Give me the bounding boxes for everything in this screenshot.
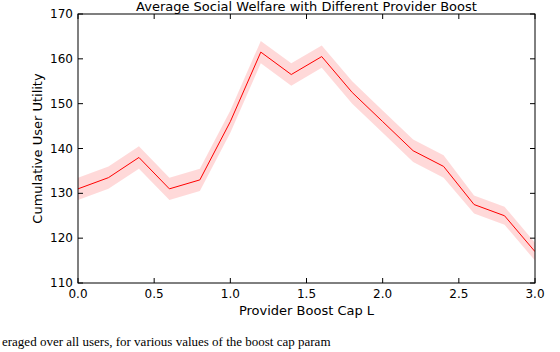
y-tick-label: 130: [50, 186, 73, 200]
y-tick: [530, 148, 535, 149]
y-tick: [78, 148, 83, 149]
y-tick: [530, 58, 535, 59]
y-tick: [78, 193, 83, 194]
error-band: [78, 41, 535, 261]
x-tick: [154, 14, 155, 19]
x-tick: [78, 278, 79, 283]
plot-area: [78, 41, 535, 261]
y-tick: [530, 14, 535, 15]
x-tick: [306, 14, 307, 19]
x-tick-label: 0.5: [145, 287, 164, 301]
title: Average Social Welfare with Different Pr…: [136, 0, 477, 14]
y-tick-label: 150: [50, 97, 73, 111]
x-tick: [230, 14, 231, 19]
x-tick: [78, 14, 79, 19]
y-tick: [78, 103, 83, 104]
y-tick: [530, 103, 535, 104]
y-tick-label: 120: [50, 231, 73, 245]
y-tick: [530, 238, 535, 239]
x-axis-label: Provider Boost Cap L: [239, 303, 375, 318]
y-tick: [78, 58, 83, 59]
x-tick: [154, 278, 155, 283]
y-axis-label: Cumulative User Utility: [30, 73, 45, 224]
caption: eraged over all users, for various value…: [2, 334, 331, 349]
x-tick: [458, 278, 459, 283]
x-tick: [382, 278, 383, 283]
x-tick: [230, 278, 231, 283]
y-tick: [78, 14, 83, 15]
x-tick: [382, 14, 383, 19]
x-tick: [306, 278, 307, 283]
y-tick-label: 110: [50, 276, 73, 290]
x-tick: [535, 278, 536, 283]
x-tick-label: 3.0: [525, 287, 544, 301]
x-tick-label: 1.5: [297, 287, 316, 301]
line: [78, 52, 535, 252]
y-tick: [530, 193, 535, 194]
x-tick-label: 2.5: [449, 287, 468, 301]
x-tick-label: 1.0: [221, 287, 240, 301]
y-tick: [530, 283, 535, 284]
x-tick-label: 2.0: [373, 287, 392, 301]
y-tick: [78, 238, 83, 239]
x-tick: [535, 14, 536, 19]
y-tick-label: 170: [50, 7, 73, 21]
plot-frame: [78, 14, 535, 283]
y-tick-label: 160: [50, 52, 73, 66]
y-tick-label: 140: [50, 142, 73, 156]
y-tick: [78, 283, 83, 284]
x-tick: [458, 14, 459, 19]
